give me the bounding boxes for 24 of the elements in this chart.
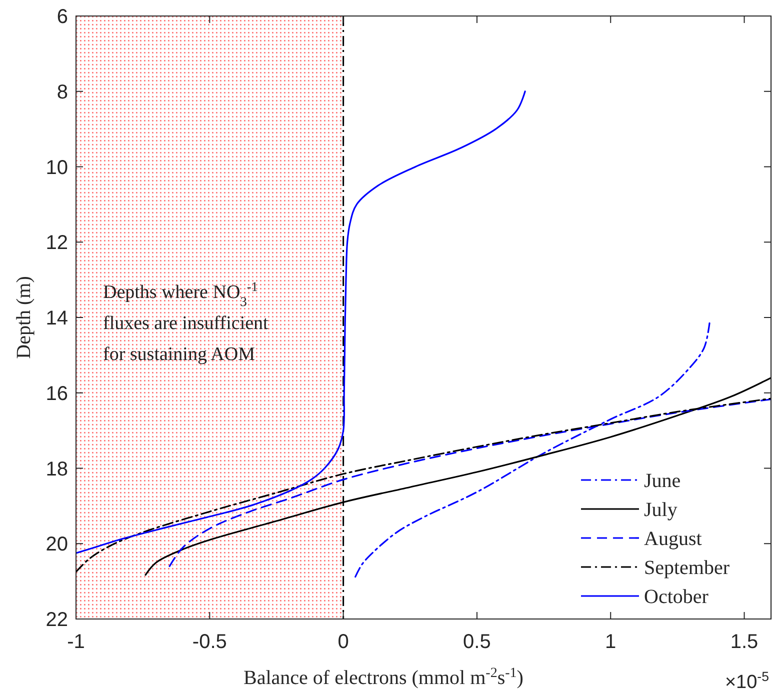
x-tick-label: 0.5	[463, 631, 491, 653]
y-tick-label: 18	[46, 458, 68, 480]
legend-label: August	[644, 528, 702, 550]
x-tick-label: 1	[605, 631, 616, 653]
y-tick-label: 20	[46, 534, 68, 556]
x-tick-label: -1	[67, 631, 85, 653]
y-tick-label: 6	[56, 6, 68, 28]
x-axis-title: Balance of electrons (mmol m$^{-2}$s$^{-1}$)	[244, 666, 524, 689]
x-tick-label: 0	[338, 631, 349, 653]
legend-label: September	[644, 557, 730, 579]
y-axis-title: Depth (m)	[13, 276, 35, 359]
y-tick-label: 8	[56, 81, 68, 104]
y-tick-label: 12	[46, 232, 68, 254]
line-series	[76, 90, 526, 554]
text: ×10$^{-5}$	[724, 668, 769, 693]
y-tick-label: 10	[46, 156, 68, 179]
legend-label: October	[644, 586, 709, 608]
y-tick-label: 22	[46, 609, 68, 631]
x-tick-label: 1.5	[730, 631, 758, 653]
y-tick-label: 16	[46, 382, 68, 405]
legend-label: July	[644, 499, 678, 521]
x-tick-label: -0.5	[192, 631, 227, 653]
y-tick-label: 14	[46, 308, 68, 330]
legend-label: June	[644, 470, 681, 492]
